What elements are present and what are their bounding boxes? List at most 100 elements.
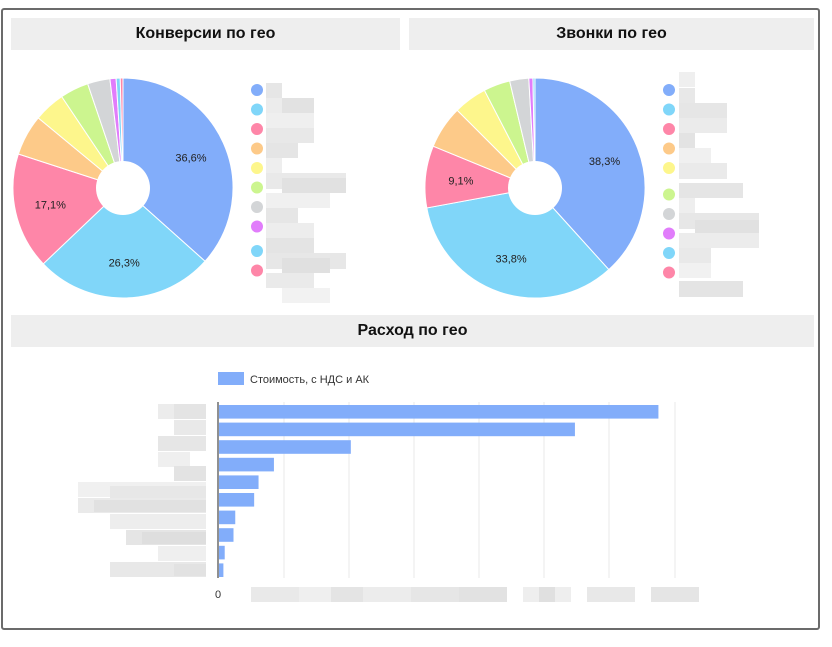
redacted-legend-text [282, 258, 330, 273]
calls-title: Звонки по гео [409, 18, 814, 50]
pie-slice[interactable] [12, 153, 124, 265]
redacted-category-label [142, 532, 206, 544]
redacted-legend-text [266, 193, 330, 208]
pie-slice[interactable] [534, 77, 646, 271]
redacted-legend-text [266, 158, 282, 173]
pie-data-label: 36,6% [175, 153, 206, 165]
redacted-tick-label [363, 587, 411, 602]
redacted-legend-text [266, 113, 314, 128]
redacted-legend-text [679, 281, 743, 297]
redacted-legend-text [266, 128, 314, 143]
legend-marker[interactable] [251, 103, 263, 116]
redacted-category-label [174, 420, 206, 435]
redacted-legend-text [282, 98, 314, 113]
pie-data-label: 26,3% [109, 257, 140, 269]
redacted-category-label [110, 486, 206, 498]
bar[interactable] [219, 563, 224, 577]
legend-marker[interactable] [663, 188, 675, 201]
legend-marker[interactable] [251, 245, 263, 257]
redacted-category-label [158, 452, 190, 467]
legend-marker[interactable] [663, 162, 675, 174]
legend-marker[interactable] [663, 227, 675, 240]
redacted-tick-label [299, 587, 331, 602]
redacted-legend-text [282, 288, 330, 303]
legend-marker[interactable] [251, 162, 263, 174]
legend-marker[interactable] [663, 247, 675, 259]
redacted-tick-label [251, 587, 299, 602]
redacted-category-label [158, 436, 206, 451]
legend-marker[interactable] [251, 181, 263, 194]
legend-marker[interactable] [663, 266, 675, 279]
pie-data-label: 17,1% [35, 199, 66, 211]
legend-marker[interactable] [663, 84, 675, 96]
legend-label: Стоимость, с НДС и АК [250, 374, 370, 386]
redacted-legend-text [679, 263, 711, 278]
pie-slice[interactable] [119, 77, 124, 189]
legend-marker[interactable] [663, 142, 675, 155]
redacted-legend-text [679, 148, 711, 163]
bar[interactable] [219, 405, 659, 419]
redacted-legend-text [679, 163, 727, 179]
pie-data-label: 38,3% [589, 156, 620, 168]
pie-slice[interactable] [122, 77, 234, 262]
donut-hole [96, 161, 150, 215]
redacted-tick-label [539, 587, 555, 602]
pie-data-label: 9,1% [448, 175, 473, 187]
legend-marker[interactable] [251, 84, 263, 96]
redacted-legend-text [266, 273, 314, 288]
legend-marker[interactable] [251, 264, 263, 277]
legend-marker[interactable] [251, 201, 263, 213]
redacted-legend-text [679, 88, 695, 103]
legend-marker[interactable] [251, 220, 263, 233]
redacted-tick-label [587, 587, 635, 602]
pie-data-label: 33,8% [495, 254, 526, 266]
bar[interactable] [219, 440, 351, 454]
redacted-legend-text [679, 103, 727, 118]
spend-title: Расход по гео [11, 315, 814, 347]
legend-marker[interactable] [251, 123, 263, 135]
redacted-legend-text [679, 72, 695, 87]
legend-marker[interactable] [663, 208, 675, 220]
redacted-category-label [94, 500, 206, 512]
bar[interactable] [219, 457, 274, 472]
redacted-tick-label [331, 587, 363, 602]
bar[interactable] [219, 493, 255, 507]
redacted-legend-text [679, 198, 695, 213]
redacted-category-label [174, 404, 206, 419]
redacted-tick-label [411, 587, 459, 602]
legend-marker[interactable] [251, 142, 263, 155]
redacted-category-label [174, 564, 206, 576]
conversions-title: Конверсии по гео [11, 18, 400, 50]
redacted-legend-text [679, 248, 711, 263]
pie-slice[interactable] [532, 77, 536, 189]
redacted-category-label [158, 546, 206, 561]
redacted-legend-text [266, 238, 314, 253]
legend-swatch[interactable] [218, 372, 244, 385]
redacted-legend-text [266, 83, 282, 98]
redacted-category-label [174, 466, 206, 481]
bar[interactable] [219, 545, 225, 560]
redacted-legend-text [695, 220, 759, 235]
legend-marker[interactable] [663, 123, 675, 135]
redacted-legend-text [266, 208, 298, 223]
redacted-legend-text [266, 143, 298, 158]
bar[interactable] [219, 528, 234, 542]
redacted-legend-text [282, 178, 346, 193]
x-tick-label: 0 [215, 589, 221, 601]
redacted-category-label [110, 514, 206, 529]
pie-slice[interactable] [426, 187, 610, 299]
redacted-legend-text [679, 183, 743, 198]
pie-slice[interactable] [42, 187, 206, 299]
legend-marker[interactable] [663, 103, 675, 116]
bar[interactable] [219, 510, 236, 525]
bar[interactable] [219, 422, 575, 437]
bar[interactable] [219, 475, 259, 489]
redacted-legend-text [679, 133, 695, 148]
redacted-legend-text [679, 118, 727, 133]
redacted-tick-label [651, 587, 699, 602]
donut-hole [508, 161, 562, 215]
redacted-tick-label [459, 587, 507, 602]
